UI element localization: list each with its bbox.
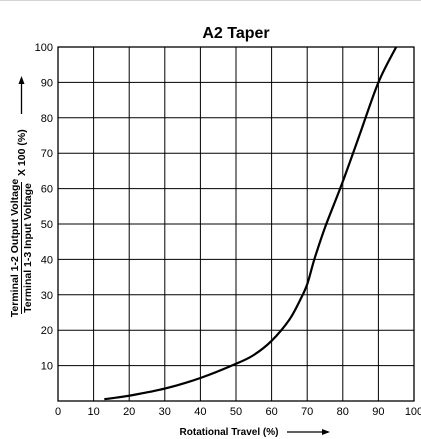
y-tick-label: 70 <box>41 148 53 160</box>
x-tick-label: 60 <box>265 406 277 418</box>
taper-curve <box>104 46 398 401</box>
y-tick-label: 100 <box>35 42 53 54</box>
arrow-right-icon <box>287 429 330 435</box>
x-tick-label: 80 <box>337 406 349 418</box>
y-tick-label: 20 <box>41 325 53 337</box>
y-tick-label: 60 <box>41 184 53 196</box>
x-axis-label: Rotational Travel (%) <box>180 427 279 438</box>
arrow-up-icon <box>18 76 25 114</box>
top-divider <box>0 0 421 1</box>
x-tick-label: 0 <box>55 406 61 418</box>
y-tick-labels: 10 20 30 40 50 60 70 80 90 100 <box>35 42 53 373</box>
y-tick-label: 40 <box>41 254 53 266</box>
chart-title: A2 Taper <box>202 25 269 42</box>
x-tick-label: 50 <box>230 406 242 418</box>
y-tick-label: 50 <box>41 219 53 231</box>
y-tick-label: 10 <box>41 361 53 373</box>
x-tick-label: 90 <box>372 406 384 418</box>
y-axis-label: Terminal 1-2 Output Voltage Terminal 1-3… <box>9 76 34 317</box>
x-tick-label: 30 <box>159 406 171 418</box>
y-tick-label: 80 <box>41 113 53 125</box>
x-tick-label: 10 <box>87 406 99 418</box>
y-tick-label: 30 <box>41 290 53 302</box>
x-tick-label: 100 <box>405 406 421 418</box>
y-tick-label: 90 <box>41 77 53 89</box>
x-tick-label: 70 <box>301 406 313 418</box>
x-tick-label: 40 <box>194 406 206 418</box>
x-tick-labels: 0 10 20 30 40 50 60 70 80 90 100 <box>55 406 421 418</box>
x-tick-label: 20 <box>123 406 135 418</box>
y-label-denominator: Terminal 1-3 Input Voltage <box>22 183 34 313</box>
grid-lines <box>58 47 414 401</box>
y-label-multiplier: X 100 (%) <box>16 129 28 176</box>
y-label-numerator: Terminal 1-2 Output Voltage <box>9 179 21 318</box>
series-layer <box>104 46 398 401</box>
